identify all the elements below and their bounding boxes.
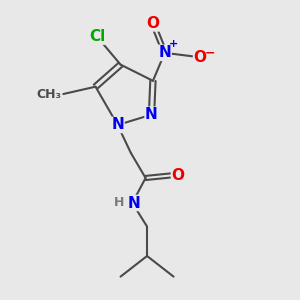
Text: N: N bbox=[158, 45, 171, 60]
Text: N: N bbox=[111, 118, 124, 133]
Text: CH₃: CH₃ bbox=[37, 88, 62, 100]
Text: +: + bbox=[169, 39, 178, 49]
Text: N: N bbox=[128, 196, 140, 211]
Text: O: O bbox=[172, 167, 184, 182]
Text: O: O bbox=[194, 50, 207, 65]
Text: N: N bbox=[145, 107, 158, 122]
Text: H: H bbox=[114, 196, 124, 209]
Text: −: − bbox=[205, 46, 216, 59]
Text: O: O bbox=[146, 16, 159, 31]
Text: Cl: Cl bbox=[89, 29, 105, 44]
